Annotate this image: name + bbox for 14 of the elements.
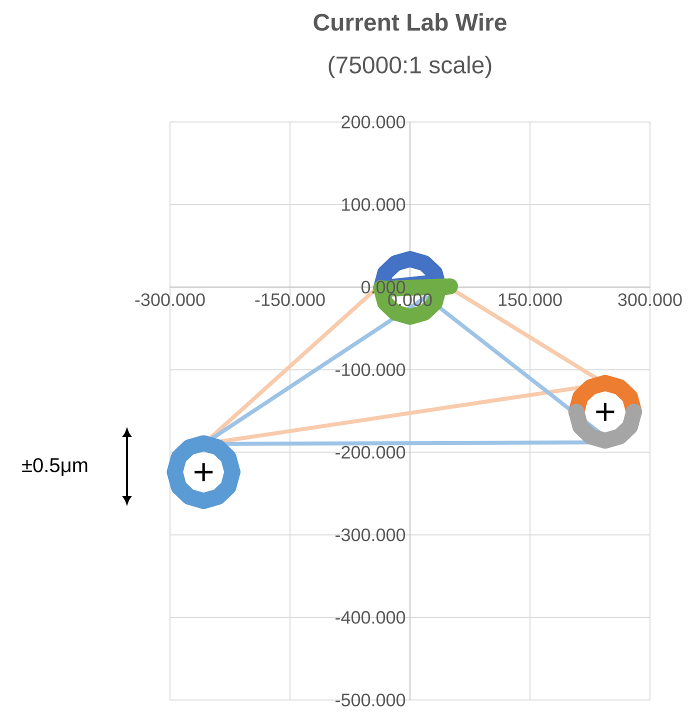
y-tick-label: -100.000: [336, 363, 406, 376]
y-tick-label: 100.000: [342, 198, 406, 211]
x-tick-label: 150.000: [498, 293, 562, 306]
y-tick-label: -200.000: [336, 446, 406, 459]
x-tick-label: 300.000: [618, 293, 682, 306]
x-tick-label: -150.000: [255, 293, 325, 306]
y-tick-label: -500.000: [336, 694, 406, 706]
y-tick-label: -300.000: [336, 528, 406, 542]
text: ±0.5μm: [22, 458, 88, 476]
x-tick-label: -300.000: [135, 293, 205, 306]
chart-title: Current Lab Wire: [314, 13, 506, 31]
chart-subtitle: (75000:1 scale): [328, 56, 492, 78]
y-tick-label: -400.000: [336, 611, 406, 624]
y-tick-label: 200.000: [342, 116, 406, 128]
